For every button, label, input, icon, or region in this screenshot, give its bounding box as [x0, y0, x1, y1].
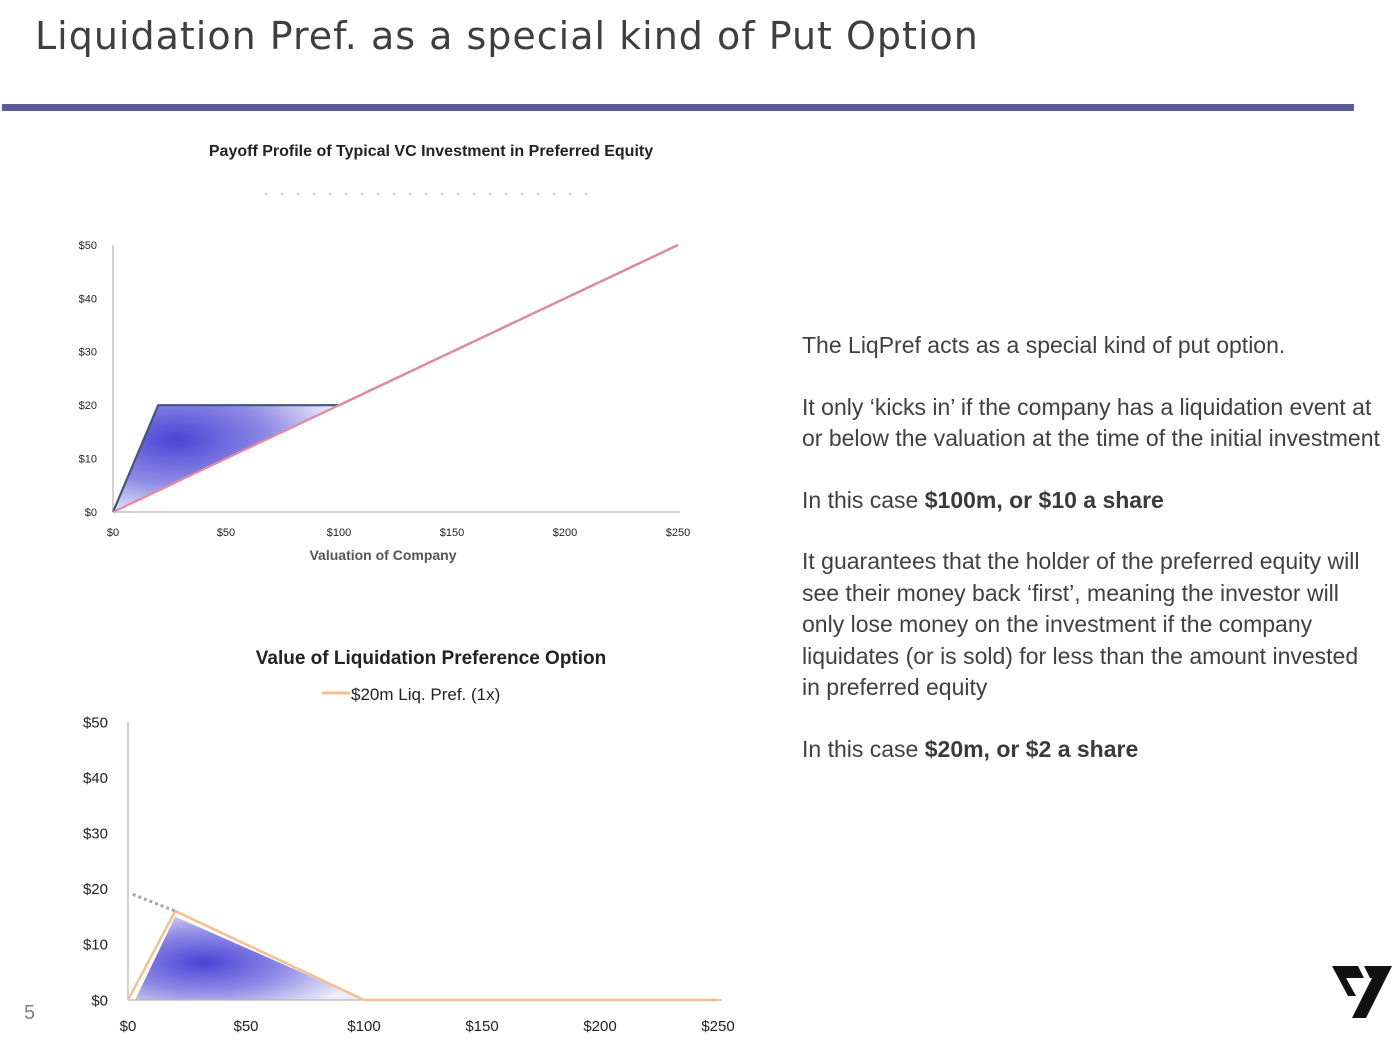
- x-tick-label: $0: [120, 1018, 137, 1035]
- y-tick-label: $10: [83, 937, 108, 954]
- company-logo: [1332, 966, 1392, 1018]
- x-tick-label: $50: [217, 527, 235, 539]
- x-tick-label: $250: [666, 527, 690, 539]
- chart2-legend: $20m Liq. Pref. (1x): [322, 685, 500, 704]
- y-tick-label: $10: [79, 453, 97, 465]
- paragraph-intro: The LiqPref acts as a special kind of pu…: [802, 332, 1286, 358]
- explanation-text: The LiqPref acts as a special kind of pu…: [802, 330, 1382, 795]
- chart1-x-axis-label: Valuation of Company: [309, 547, 456, 563]
- x-tick-label: $50: [233, 1018, 258, 1035]
- payoff-profile-chart: Payoff Profile of Typical VC Investment …: [79, 143, 691, 563]
- slide-title: Liquidation Pref. as a special kind of P…: [35, 14, 979, 58]
- x-tick-label: $100: [327, 527, 351, 539]
- option-value-shading: [135, 916, 364, 1000]
- series-line-2: [112, 244, 679, 513]
- y-tick-label: $30: [83, 825, 108, 842]
- paragraph-valuation-case: In this case $100m, or $10 a share: [802, 485, 1382, 517]
- y-tick-label: $20: [79, 400, 97, 412]
- paragraph-investment-case: In this case $20m, or $2 a share: [802, 734, 1382, 766]
- y-tick-label: $20: [83, 881, 108, 898]
- y-tick-label: $50: [83, 714, 108, 731]
- x-tick-label: $250: [701, 1018, 734, 1035]
- case-investment-bold: $20m, or $2 a share: [924, 735, 1139, 762]
- y-tick-label: $40: [79, 293, 97, 305]
- x-tick-label: $100: [347, 1018, 380, 1035]
- y-tick-label: $0: [85, 507, 97, 519]
- title-rule: [2, 104, 1354, 111]
- series-line-2: [132, 892, 176, 913]
- legend-label-liq-pref: $20m Liq. Pref. (1x): [351, 685, 500, 704]
- x-tick-label: $150: [440, 527, 464, 539]
- series-line-1: [126, 909, 718, 1002]
- page-number: 5: [24, 1002, 36, 1024]
- x-tick-label: $0: [107, 527, 119, 539]
- x-tick-label: $200: [553, 527, 577, 539]
- x-tick-label: $150: [465, 1018, 498, 1035]
- y-tick-label: $40: [83, 770, 108, 787]
- paragraph-kicks-in: It only ‘kicks in’ if the company has a …: [802, 393, 1380, 452]
- case-prefix: In this case: [802, 486, 925, 513]
- case-valuation-bold: $100m, or $10 a share: [924, 486, 1164, 513]
- chart2-title: Value of Liquidation Preference Option: [256, 648, 607, 669]
- liq-pref-option-chart: Value of Liquidation Preference Option $…: [83, 648, 735, 1035]
- case-prefix: In this case: [802, 735, 925, 762]
- x-tick-label: $200: [583, 1018, 616, 1035]
- paragraph-guarantee: It guarantees that the holder of the pre…: [802, 548, 1360, 700]
- y-tick-label: $30: [79, 347, 97, 359]
- y-tick-label: $50: [79, 240, 97, 252]
- y-tick-label: $0: [91, 992, 108, 1009]
- chart1-title: Payoff Profile of Typical VC Investment …: [209, 143, 653, 160]
